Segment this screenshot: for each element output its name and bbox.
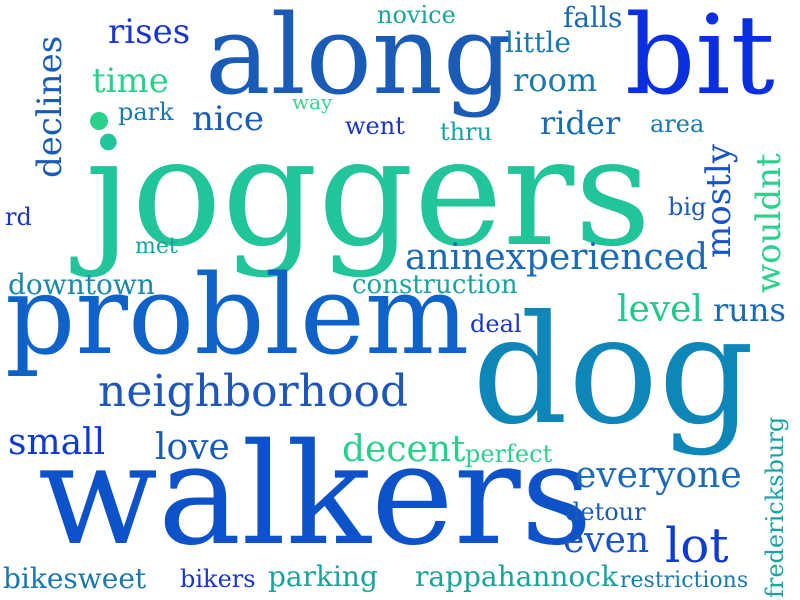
word-aninexperienced: aninexperienced [405,237,709,278]
word-love: love [155,427,230,468]
word-even: even [563,520,650,561]
word-along: along [205,0,514,119]
word-level: level [617,289,703,330]
word-rappahannock: rappahannock [415,560,618,593]
word-joggers: joggers [85,106,652,280]
word-falls: falls [563,1,623,34]
word-decent: decent [342,429,466,470]
dot-mark [90,112,108,130]
word-time: time [92,61,169,101]
word-detour: detour [565,498,646,526]
word-rises: rises [108,12,191,52]
word-neighborhood: neighborhood [98,366,409,417]
word-wouldnt: wouldnt [749,153,789,293]
word-declines: declines [30,35,70,178]
word-runs: runs [713,291,786,329]
word-bikers: bikers [180,565,256,593]
word-dog: dog [472,284,755,458]
word-bit: bit [625,0,775,119]
word-mostly: mostly [699,144,739,258]
word-way: way [292,90,333,114]
word-nice: nice [192,99,264,139]
word-problem: problem [5,251,470,379]
word-parking: parking [268,560,378,593]
word-lot: lot [665,518,729,574]
word-thru: thru [440,118,493,146]
word-deal: deal [470,310,522,338]
word-area: area [650,110,705,138]
word-perfect: perfect [465,440,553,468]
word-walkers: walkers [38,414,593,577]
word-rd: rd [5,203,32,231]
word-restrictions: restrictions [620,568,749,593]
word-downtown: downtown [8,268,155,301]
word-room: room [513,61,598,99]
word-bikesweet: bikesweet [3,562,147,595]
word-construction: construction [352,270,518,300]
word-big: big [668,193,707,221]
word-novice: novice [377,1,456,29]
word-fredericksburg: fredericksburg [761,416,789,598]
word-park: park [118,98,174,126]
word-small: small [8,422,106,463]
word-rider: rider [540,104,621,142]
word-went: went [345,112,405,140]
word-everyone: everyone [575,455,742,496]
word-met: met [135,234,178,259]
word-little: little [505,26,571,59]
